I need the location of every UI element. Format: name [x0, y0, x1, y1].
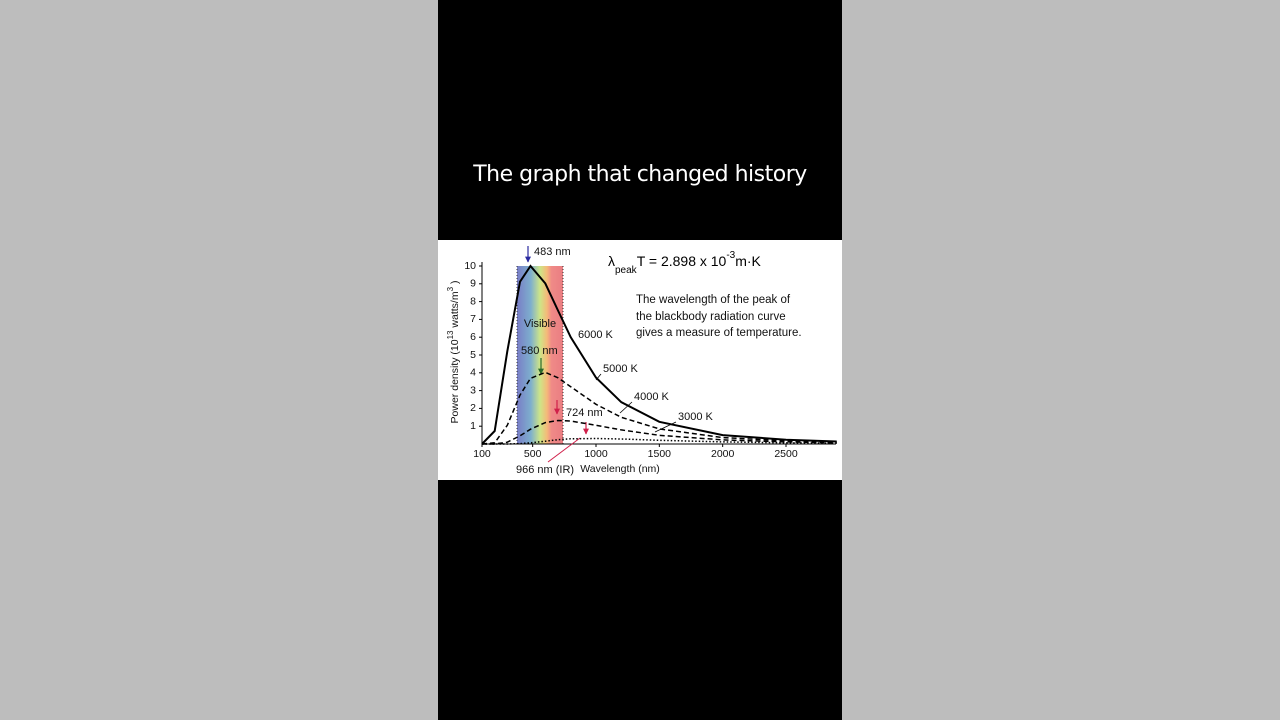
x-axis-label: Wavelength (nm) [580, 463, 660, 475]
annotation: 483 nm [534, 246, 571, 258]
annotation: 580 nm [521, 345, 558, 357]
leader [547, 437, 581, 463]
x-tick-label: 2500 [774, 448, 798, 460]
y-tick-label: 8 [470, 295, 476, 307]
y-tick-label: 1 [470, 420, 476, 432]
y-tick-label: 10 [464, 260, 476, 272]
curve-label: 6000 K [578, 329, 614, 341]
annotation: 724 nm [566, 407, 603, 419]
y-label-part: ) [449, 281, 461, 287]
y-tick-label: 6 [470, 331, 476, 343]
x-tick-label: 100 [473, 448, 491, 460]
y-tick-label: 4 [470, 367, 476, 379]
y-label-sup: 13 [446, 330, 455, 339]
curve [481, 264, 837, 445]
x-tick-label: 2000 [711, 448, 735, 460]
caption: The graph that changed history [472, 162, 807, 187]
y-tick-label: 5 [470, 349, 476, 361]
curve-leader [619, 401, 633, 414]
y-tick-label: 7 [470, 313, 476, 325]
formula-subscript: peak [615, 265, 638, 276]
curve-leader [595, 373, 602, 381]
formula-main: T = 2.898 x 10 [637, 253, 727, 269]
curve-label: 4000 K [634, 391, 670, 403]
curve-label: 3000 K [678, 411, 714, 423]
formula-symbol: λ [608, 253, 615, 269]
description-line: The wavelength of the peak of [636, 294, 791, 306]
formula-exponent: -3 [726, 250, 735, 261]
curve [481, 371, 837, 445]
formula: λpeakT = 2.898 x 10-3m·K [608, 250, 762, 276]
x-tick-label: 500 [524, 448, 542, 460]
band-label: Visible [524, 318, 556, 330]
y-label-part: Power density (10 [449, 339, 461, 423]
y-tick-label: 9 [470, 278, 476, 290]
y-axis-label: Power density (1013 watts/m3 ) [446, 281, 461, 424]
y-label-sup: 3 [446, 286, 455, 291]
x-tick-label: 1000 [584, 448, 608, 460]
description-line: gives a measure of temperature. [636, 327, 802, 339]
curve-leader [654, 421, 677, 433]
curve [482, 419, 837, 445]
curve-label: 5000 K [603, 363, 639, 375]
annotation: 966 nm (IR) [516, 464, 574, 476]
y-label-part: watts/m [449, 291, 461, 330]
description-line: the blackbody radiation curve [636, 311, 786, 323]
chart-image: Visible Wavelength (nm) Power density (1… [438, 240, 842, 480]
y-tick-label: 2 [470, 402, 476, 414]
x-tick-label: 1500 [648, 448, 672, 460]
formula-unit: m·K [735, 253, 761, 269]
y-tick-label: 3 [470, 384, 476, 396]
